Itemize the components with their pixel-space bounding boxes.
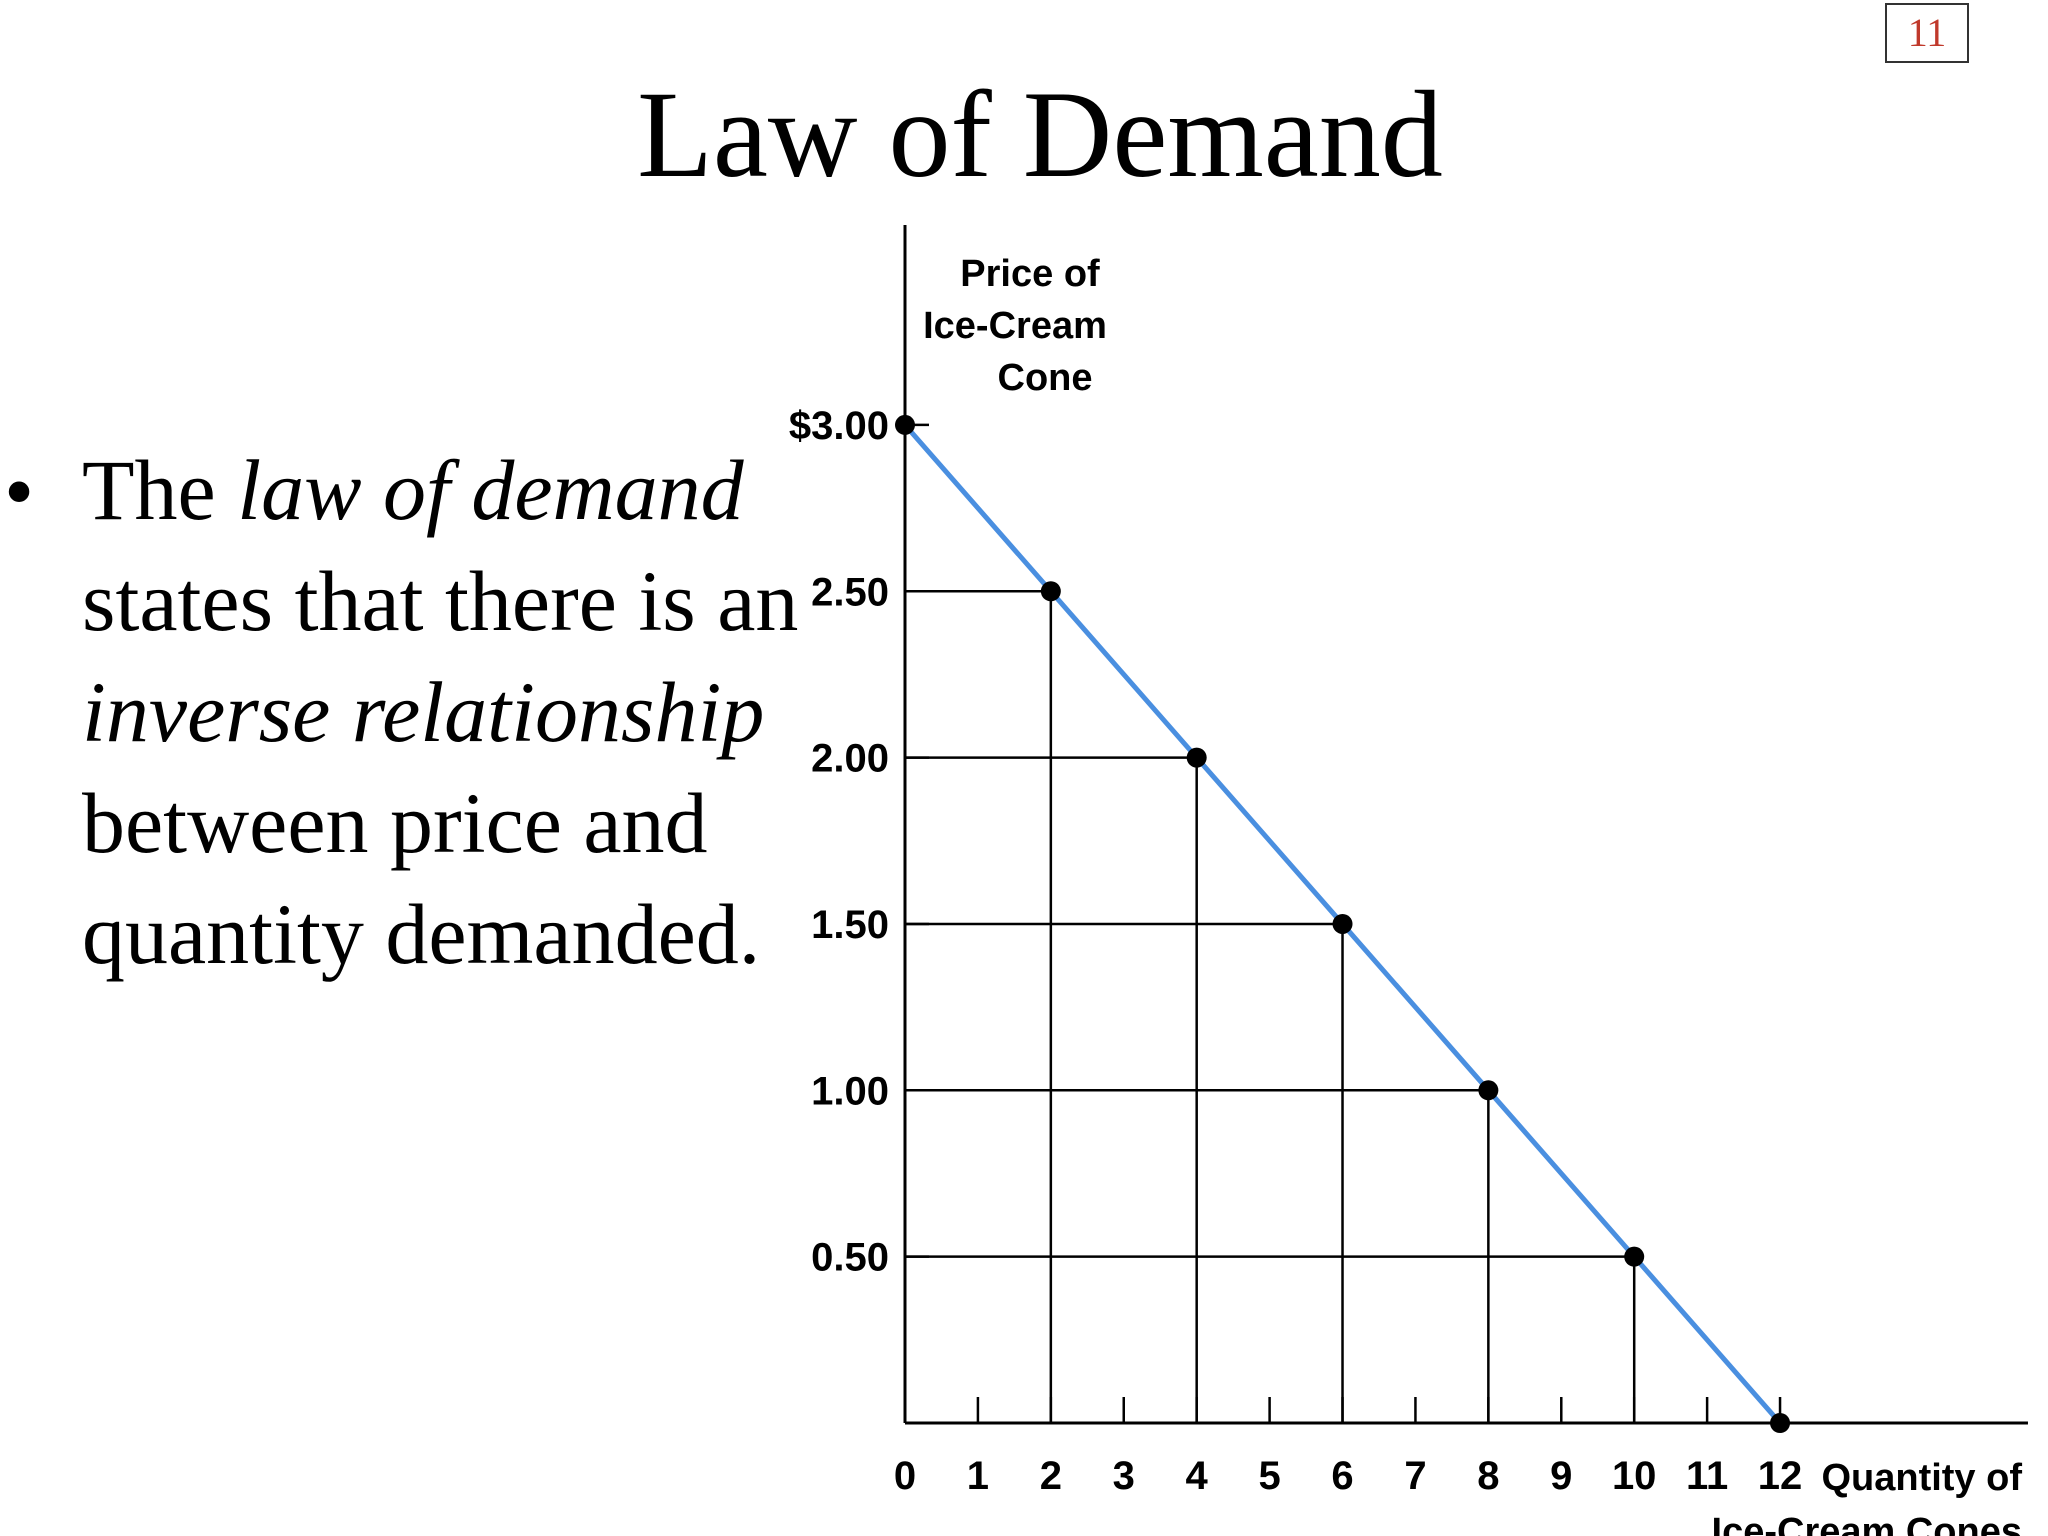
x-tick-label: 0	[894, 1454, 916, 1498]
bullet-part: states that there is an	[82, 553, 799, 649]
x-tick-label: 5	[1258, 1454, 1280, 1498]
y-tick-label: $3.00	[789, 404, 889, 448]
y-axis-label: Cone	[998, 357, 1093, 399]
y-tick-label: 1.00	[811, 1069, 889, 1113]
bullet-dot-icon: •	[4, 443, 35, 539]
x-tick-label: 2	[1040, 1454, 1062, 1498]
bullet-part-italic: law of demand	[237, 442, 744, 538]
x-tick-label: 4	[1186, 1454, 1209, 1498]
x-tick-label: 9	[1550, 1454, 1572, 1498]
x-tick-label: 7	[1404, 1454, 1426, 1498]
y-axis-label: Price of	[960, 253, 1100, 295]
x-tick-label: 12	[1758, 1454, 1803, 1498]
data-point	[1624, 1246, 1645, 1267]
x-tick-label: 3	[1113, 1454, 1135, 1498]
x-tick-label: 8	[1477, 1454, 1499, 1498]
x-tick-label: 6	[1331, 1454, 1353, 1498]
slide-title: Law of Demand	[637, 66, 1443, 203]
data-point	[1040, 581, 1061, 602]
y-tick-label: 2.00	[811, 737, 889, 781]
data-point	[1770, 1413, 1791, 1433]
x-tick-label: 1	[967, 1454, 989, 1498]
x-tick-label: 11	[1686, 1454, 1728, 1498]
y-axis-label: Ice-Cream	[923, 305, 1107, 347]
bullet-part: between price and quantity demanded.	[82, 775, 761, 982]
y-tick-label: 0.50	[811, 1236, 889, 1280]
page-number: 11	[1885, 3, 1969, 63]
y-tick-label: 2.50	[811, 570, 889, 614]
data-point	[1478, 1080, 1499, 1101]
x-axis-label: Quantity of	[1821, 1457, 2022, 1499]
bullet-text: The law of demand states that there is a…	[82, 435, 802, 990]
x-axis-label: Ice-Cream Cones	[1712, 1511, 2022, 1536]
bullet-part-italic: inverse relationship	[82, 664, 765, 760]
data-point	[1186, 747, 1207, 768]
data-point	[895, 414, 915, 435]
data-point	[1332, 913, 1353, 934]
y-tick-label: 1.50	[811, 903, 889, 947]
bullet-part: The	[82, 442, 238, 538]
x-tick-label: 10	[1612, 1454, 1657, 1498]
